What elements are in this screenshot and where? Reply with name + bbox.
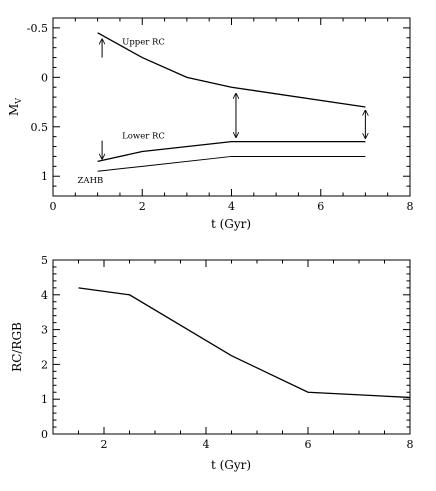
y-tick-label: 4 bbox=[41, 289, 48, 302]
x-tick-label: 4 bbox=[228, 200, 235, 213]
y-tick-label: 0 bbox=[41, 71, 48, 84]
plot-frame-bottom bbox=[52, 259, 411, 435]
y-tick-label: -0.5 bbox=[27, 22, 48, 35]
y-tick-label: 0.5 bbox=[31, 121, 49, 134]
chart-bottom: 2 4 6 8 0 1 2 3 4 5 t (Gyr) RC/RGB bbox=[10, 254, 414, 472]
bottom-x-axis-label: t (Gyr) bbox=[211, 458, 251, 472]
series-label: ZAHB bbox=[78, 176, 104, 186]
x-tick-label: 6 bbox=[317, 200, 324, 213]
y-tick-label: 2 bbox=[41, 358, 48, 371]
y-tick-label: 0 bbox=[41, 428, 48, 441]
bottom-chart-marks: 2 4 6 8 0 1 2 3 4 5 bbox=[41, 254, 414, 451]
bottom-y-axis-label: RC/RGB bbox=[10, 322, 24, 372]
x-tick-label: 0 bbox=[50, 200, 57, 213]
series-upper-rc-line bbox=[97, 32, 366, 108]
top-y-axis-label: MV bbox=[7, 98, 23, 116]
series-line bbox=[78, 287, 411, 399]
plot-frame-top bbox=[52, 17, 411, 197]
x-tick-label: 2 bbox=[101, 438, 108, 451]
y-tick-label: 3 bbox=[41, 324, 48, 337]
x-tick-label: 2 bbox=[139, 200, 146, 213]
top-chart-marks: 0 2 4 6 8 -0.5 0 0.5 1 Upper RC Lower RC ZAHB bbox=[27, 18, 414, 213]
series-label: Upper RC bbox=[122, 38, 165, 48]
series-label: Lower RC bbox=[122, 132, 165, 142]
y-tick-label: 1 bbox=[41, 393, 48, 406]
x-tick-label: 6 bbox=[305, 438, 312, 451]
y-tick-label: 1 bbox=[41, 170, 48, 183]
x-tick-label: 4 bbox=[203, 438, 210, 451]
top-y-axis-label-sub: V bbox=[14, 98, 23, 105]
series-lower-rc-line bbox=[97, 140, 366, 163]
x-tick-label: 8 bbox=[407, 200, 414, 213]
x-tick-label: 8 bbox=[407, 438, 414, 451]
top-y-axis-label-main: M bbox=[7, 104, 21, 116]
top-x-axis-label: t (Gyr) bbox=[211, 217, 251, 231]
series-zahb-line bbox=[97, 155, 366, 172]
chart-top: 0 2 4 6 8 -0.5 0 0.5 1 Upper RC Lower RC ZAHB t (Gy… bbox=[7, 17, 414, 231]
y-tick-label: 5 bbox=[41, 254, 48, 267]
